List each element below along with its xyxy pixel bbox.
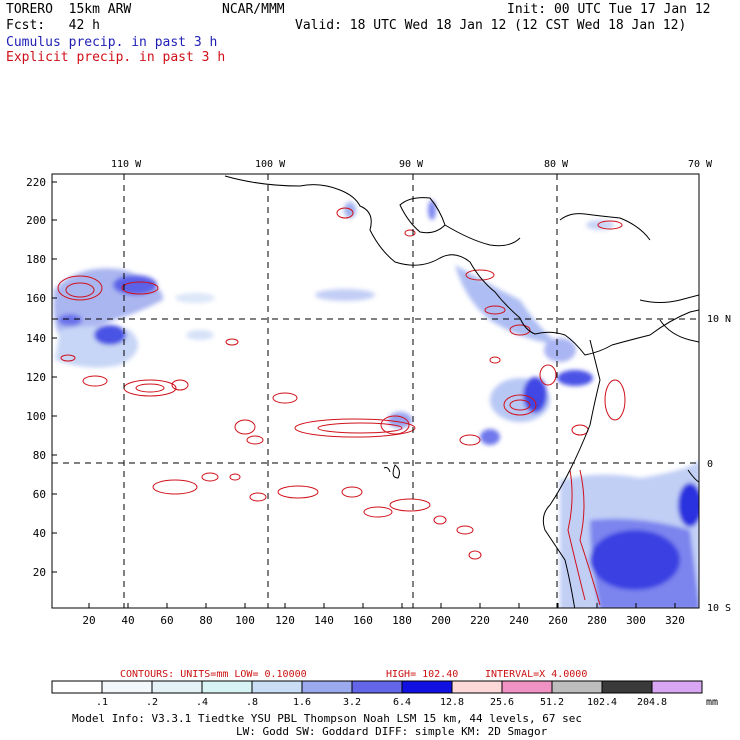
svg-text:80: 80 [33, 449, 46, 462]
map-frame [51, 173, 700, 609]
colorbar-swatch [651, 680, 703, 694]
colorbar-swatch [551, 680, 603, 694]
coastline [224, 175, 699, 608]
contours-interval: INTERVAL=X 4.0000 [485, 669, 587, 680]
svg-text:.4: .4 [196, 697, 208, 708]
svg-text:200: 200 [26, 214, 46, 227]
lon-label-110w: 110 W [111, 159, 142, 170]
svg-text:20: 20 [82, 614, 95, 627]
explicit-legend-line: Explicit precip. in past 3 h [6, 50, 226, 65]
svg-text:80: 80 [199, 614, 212, 627]
svg-text:260: 260 [548, 614, 568, 627]
svg-text:140: 140 [26, 332, 46, 345]
svg-text:160: 160 [26, 292, 46, 305]
physics-info-line: LW: Godd SW: Goddard DIFF: simple KM: 2D… [236, 725, 548, 738]
colorbar-swatch [151, 680, 203, 694]
cumulus-legend-line: Cumulus precip. in past 3 h [6, 35, 218, 50]
svg-text:140: 140 [314, 614, 334, 627]
lon-label-80w: 80 W [544, 159, 569, 170]
model-title: TORERO 15km ARW [6, 2, 132, 17]
lat-label-equator: 0 [707, 459, 713, 470]
svg-text:60: 60 [33, 488, 46, 501]
organization-label: NCAR/MMM [222, 2, 285, 17]
colorbar-swatch [251, 680, 303, 694]
left-axis-ticks [52, 181, 57, 573]
svg-text:51.2: 51.2 [540, 697, 564, 708]
colorbar-swatch [201, 680, 253, 694]
svg-text:180: 180 [392, 614, 412, 627]
svg-text:3.2: 3.2 [343, 697, 361, 708]
lat-label-10n: 10 N [707, 314, 731, 325]
colorbar-swatch [401, 680, 453, 694]
svg-text:120: 120 [275, 614, 295, 627]
svg-text:60: 60 [160, 614, 173, 627]
svg-text:320: 320 [665, 614, 685, 627]
svg-text:180: 180 [26, 253, 46, 266]
model-info-line: Model Info: V3.3.1 Tiedtke YSU PBL Thomp… [72, 712, 582, 725]
svg-text:280: 280 [587, 614, 607, 627]
graticule-lines [52, 174, 699, 608]
svg-text:1.6: 1.6 [293, 697, 311, 708]
svg-text:40: 40 [121, 614, 134, 627]
svg-text:.2: .2 [146, 697, 158, 708]
svg-text:120: 120 [26, 371, 46, 384]
lon-label-100w: 100 W [255, 159, 286, 170]
svg-text:220: 220 [470, 614, 490, 627]
colorbar [51, 680, 703, 694]
colorbar-swatch [51, 680, 103, 694]
colorbar-swatch [351, 680, 403, 694]
colorbar-labels: .1 .2 .4 .8 1.6 3.2 6.4 12.8 25.6 51.2 1… [96, 697, 667, 708]
lat-label-10s: 10 S [707, 603, 731, 614]
valid-time: Valid: 18 UTC Wed 18 Jan 12 (12 CST Wed … [295, 18, 687, 33]
svg-text:100: 100 [235, 614, 255, 627]
svg-text:6.4: 6.4 [393, 697, 411, 708]
lon-label-70w: 70 W [688, 159, 713, 170]
svg-text:200: 200 [431, 614, 451, 627]
forecast-hour: Fcst: 42 h [6, 18, 100, 33]
svg-text:25.6: 25.6 [490, 697, 514, 708]
lon-label-90w: 90 W [399, 159, 424, 170]
colorbar-swatch [101, 680, 153, 694]
svg-text:12.8: 12.8 [440, 697, 464, 708]
svg-text:204.8: 204.8 [637, 697, 667, 708]
colorbar-swatch [601, 680, 653, 694]
svg-text:220: 220 [26, 176, 46, 189]
contours-info: CONTOURS: UNITS=mm LOW= 0.10000 [120, 669, 307, 680]
bottom-axis-ticks [88, 603, 676, 608]
colorbar-unit: mm [706, 697, 718, 708]
left-axis-labels: 220 200 180 160 140 120 100 80 60 40 20 [26, 176, 46, 579]
cumulus-precip-areas [53, 200, 699, 608]
svg-text:20: 20 [33, 566, 46, 579]
svg-text:102.4: 102.4 [587, 697, 617, 708]
init-time: Init: 00 UTC Tue 17 Jan 12 [507, 2, 711, 17]
svg-text:40: 40 [33, 527, 46, 540]
contours-high: HIGH= 102.40 [386, 669, 458, 680]
svg-text:.1: .1 [96, 697, 108, 708]
svg-text:240: 240 [509, 614, 529, 627]
svg-text:.8: .8 [246, 697, 258, 708]
colorbar-swatch [501, 680, 553, 694]
svg-text:300: 300 [626, 614, 646, 627]
svg-text:160: 160 [353, 614, 373, 627]
svg-text:100: 100 [26, 410, 46, 423]
bottom-axis-labels: 20 40 60 80 100 120 140 160 180 200 220 … [82, 614, 685, 627]
colorbar-swatch [301, 680, 353, 694]
colorbar-swatch [451, 680, 503, 694]
